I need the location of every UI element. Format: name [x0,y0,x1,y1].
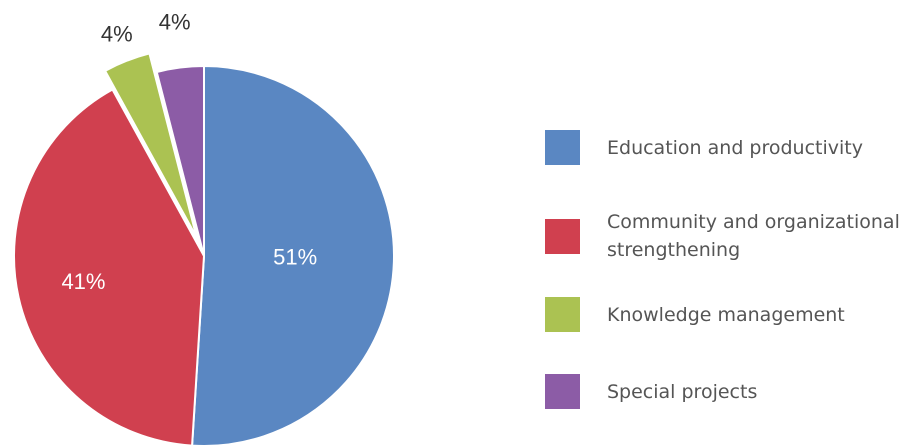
pie-slice-community [13,88,206,447]
pie-labels: 51% 41% 4% 4% [61,10,317,294]
legend-item-knowledge: Knowledge management [545,297,907,332]
legend-label-education: Education and productivity [607,136,863,159]
legend-item-education: Education and productivity [545,130,907,165]
pie-slice-knowledge [103,52,198,238]
legend-label-knowledge: Knowledge management [607,303,845,326]
legend-item-community: Community and organizational strengtheni… [545,208,907,264]
legend-swatch-knowledge [545,297,580,332]
pie-slices [13,52,395,447]
legend-swatch-special [545,374,580,409]
data-label-knowledge: 4% [101,21,133,46]
legend-item-special: Special projects [545,374,907,409]
legend-label-community: Community and organizational strengtheni… [607,211,900,261]
legend: Education and productivity Community and… [545,0,915,448]
legend-label-special: Special projects [607,380,758,403]
data-label-special: 4% [159,10,191,35]
legend-swatch-education [545,130,580,165]
legend-swatch-community [545,218,580,254]
pie-slice-education [191,64,395,447]
data-label-community: 41% [61,269,105,294]
pie-slice-special [155,64,205,257]
data-label-education: 51% [273,245,317,270]
